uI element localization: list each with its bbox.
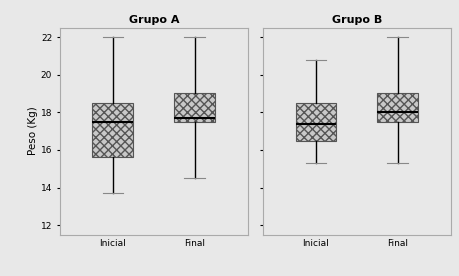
PathPatch shape — [295, 103, 336, 140]
Title: Grupo B: Grupo B — [331, 15, 381, 25]
PathPatch shape — [174, 94, 215, 122]
Y-axis label: Peso (Kg): Peso (Kg) — [28, 107, 38, 155]
PathPatch shape — [92, 103, 133, 157]
PathPatch shape — [376, 94, 417, 122]
Title: Grupo A: Grupo A — [128, 15, 179, 25]
